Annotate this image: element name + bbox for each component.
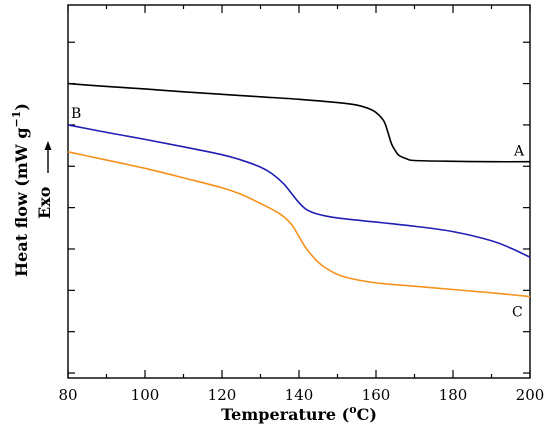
x-tick-label: 80 <box>58 386 77 404</box>
x-tick-label: 160 <box>362 386 391 404</box>
x-tick-label: 140 <box>285 386 314 404</box>
curve-label-c: C <box>512 305 523 321</box>
plot-frame <box>67 4 531 379</box>
exo-arrow-icon <box>44 141 52 173</box>
curve-c <box>67 151 531 298</box>
exo-label: Exo <box>35 186 54 219</box>
x-tick-label: 180 <box>439 386 468 404</box>
curve-label-b: B <box>71 106 81 122</box>
curve-labels: A B C <box>71 106 525 321</box>
curve-b <box>67 124 531 258</box>
x-tick-label: 120 <box>208 386 237 404</box>
x-tick-label: 100 <box>131 386 160 404</box>
curves <box>67 82 531 298</box>
curve-label-a: A <box>513 144 525 160</box>
y-axis-label: Heat flow (mW g−1) <box>10 103 31 277</box>
x-axis-ticks: 80 100 120 140 160 180 200 <box>58 5 544 404</box>
x-axis-label: Temperature (oC) <box>221 403 377 424</box>
x-tick-label: 200 <box>516 386 545 404</box>
curve-a <box>67 82 531 163</box>
y-axis-ticks <box>68 41 530 374</box>
